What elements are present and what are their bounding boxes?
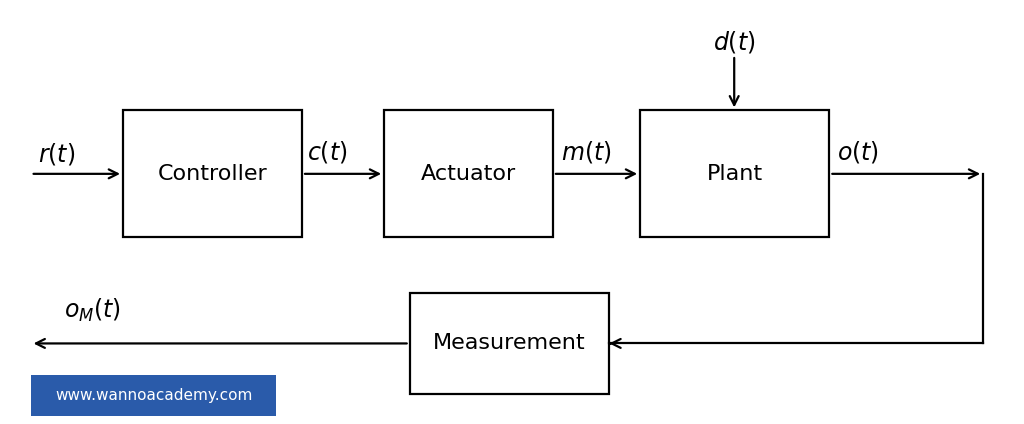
Text: $d(t)$: $d(t)$ [713,29,756,56]
FancyBboxPatch shape [640,110,829,237]
FancyBboxPatch shape [31,375,276,416]
FancyBboxPatch shape [123,110,302,237]
Text: Actuator: Actuator [421,164,516,184]
Text: $o_M(t)$: $o_M(t)$ [63,297,121,324]
FancyBboxPatch shape [384,110,553,237]
Text: $o(t)$: $o(t)$ [837,139,879,165]
Text: Plant: Plant [707,164,763,184]
Text: Measurement: Measurement [433,333,586,354]
Text: $m(t)$: $m(t)$ [561,139,611,165]
FancyBboxPatch shape [410,293,609,394]
Text: $r(t)$: $r(t)$ [38,142,75,167]
Text: www.wannoacademy.com: www.wannoacademy.com [55,388,252,403]
Text: $c(t)$: $c(t)$ [307,139,348,165]
Text: Controller: Controller [158,164,267,184]
